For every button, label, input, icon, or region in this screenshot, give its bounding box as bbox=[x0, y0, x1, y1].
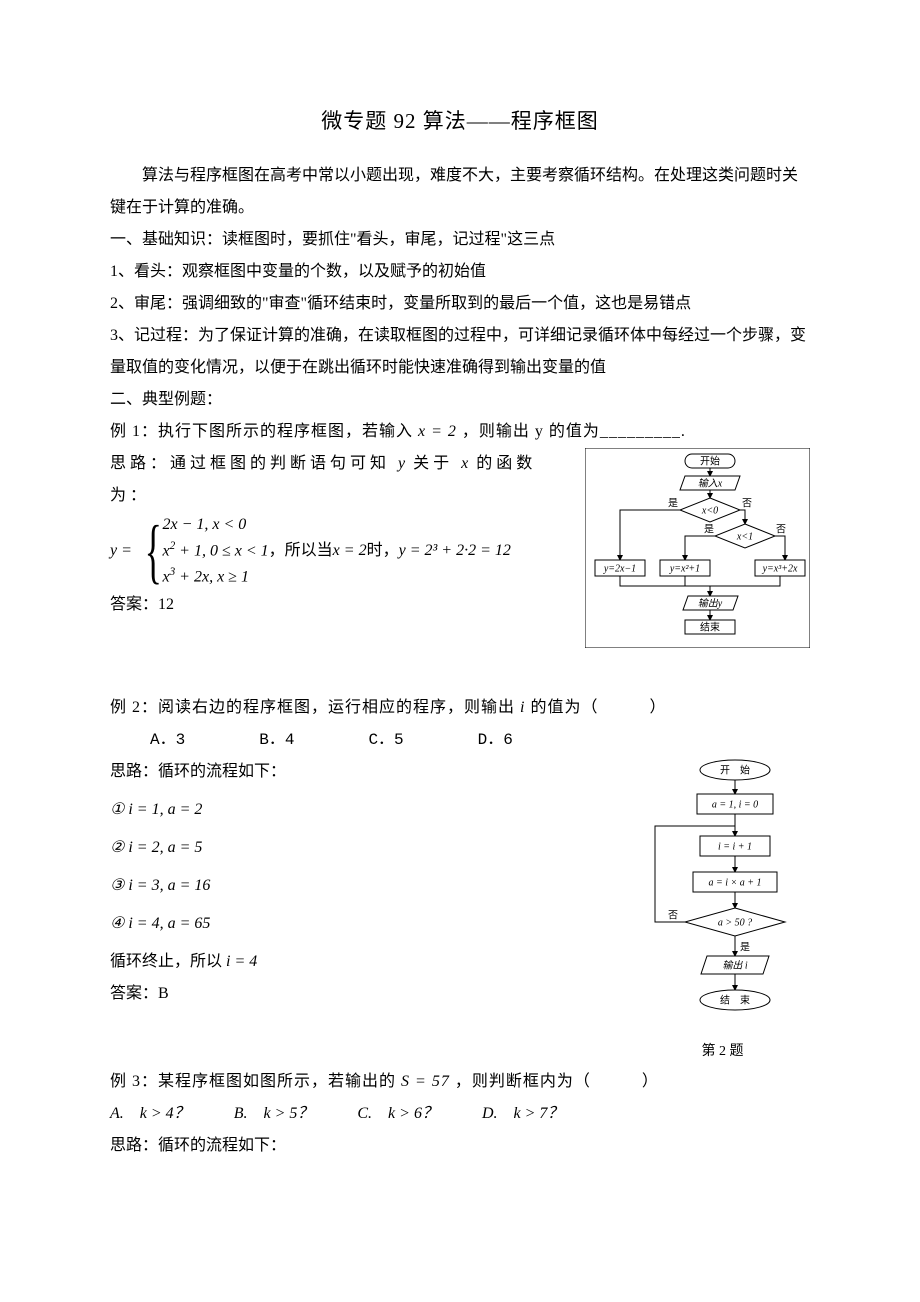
fc2-step2: a = i × a + 1 bbox=[708, 877, 761, 888]
fc1-no1: 否 bbox=[742, 497, 752, 509]
ex3-options: A. k > 4？ B. k > 5？ C. k > 6？ D. k > 7？ bbox=[110, 1098, 810, 1130]
fc2-step1: i = i + 1 bbox=[718, 841, 752, 852]
ex2-prompt-b: 的值为（ ） bbox=[525, 699, 666, 716]
ex3-s: S = 57 bbox=[401, 1073, 450, 1090]
ex3-optD: D. k > 7？ bbox=[482, 1105, 563, 1122]
page-title: 微专题 92 算法——程序框图 bbox=[110, 100, 810, 142]
fc1-b2: y=x²+1 bbox=[669, 563, 700, 574]
ex1-calc-y: y = 2³ + 2·2 = 12 bbox=[399, 535, 511, 567]
ex2-optB: B．4 bbox=[259, 724, 294, 756]
ex2-thought: 思路：循环的流程如下： bbox=[110, 756, 625, 788]
ex1-thought: 思路：通过框图的判断语句可知 y 关于 x 的函数为： bbox=[110, 448, 575, 512]
ex1-calc-a: ，所以当 bbox=[269, 535, 333, 567]
fc2-output: 输出 i bbox=[722, 959, 748, 971]
ex3-optB: B. k > 5？ bbox=[234, 1105, 314, 1122]
ex1-prompt-a: 例 1：执行下图所示的程序框图，若输入 bbox=[110, 423, 418, 440]
ex2-optC: C．5 bbox=[368, 724, 403, 756]
ex1-case1: 2x − 1, x < 0 bbox=[162, 512, 268, 538]
point-2: 2、审尾：强调细致的"审查"循环结束时，变量所取到的最后一个值，这也是易错点 bbox=[110, 288, 810, 320]
ex2-step4: ④ i = 4, a = 65 bbox=[110, 908, 625, 940]
ex1-answer: 答案：12 bbox=[110, 589, 575, 621]
ex2-end-b: i = 4 bbox=[226, 953, 257, 970]
ex2-step2: ② i = 2, a = 5 bbox=[110, 832, 625, 864]
ex2-optA: A．3 bbox=[150, 724, 185, 756]
ex3-prompt-a: 例 3：某程序框图如图所示，若输出的 bbox=[110, 1073, 401, 1090]
section1-title: 一、基础知识：读框图时，要抓住"看头，审尾，记过程"这三点 bbox=[110, 224, 810, 256]
ex2-step3: ③ i = 3, a = 16 bbox=[110, 870, 625, 902]
ex3-optC: C. k > 6？ bbox=[357, 1105, 438, 1122]
ex2-prompt-a: 例 2：阅读右边的程序框图，运行相应的程序，则输出 bbox=[110, 699, 520, 716]
fc2-end: 结 束 bbox=[720, 993, 750, 1006]
ex3-prompt-b: ，则判断框内为（ ） bbox=[450, 1073, 659, 1090]
ex1-piecewise: y = { 2x − 1, x < 0 x2 + 1, 0 ≤ x < 1 x3… bbox=[110, 512, 575, 589]
ex2-answer: 答案：B bbox=[110, 978, 625, 1010]
point-1: 1、看头：观察框图中变量的个数，以及赋予的初始值 bbox=[110, 256, 810, 288]
ex2-optD: D．6 bbox=[478, 724, 513, 756]
fc2-yes: 是 bbox=[740, 941, 750, 953]
fc2-no: 否 bbox=[668, 909, 678, 921]
fc1-output: 输出y bbox=[698, 597, 723, 609]
point-3: 3、记过程：为了保证计算的准确，在读取框图的过程中，可详细记录循环体中每经过一个… bbox=[110, 320, 810, 384]
fc1-yes2: 是 bbox=[704, 523, 714, 535]
brace-icon: { bbox=[145, 515, 162, 587]
ex1-prompt-b: ，则输出 y 的值为_________. bbox=[457, 423, 686, 440]
fc2-start: 开 始 bbox=[720, 763, 750, 776]
ex1-case3: x3 + 2x, x ≥ 1 bbox=[162, 564, 268, 590]
ex2-steps: ① i = 1, a = 2 ② i = 2, a = 5 ③ i = 3, a… bbox=[110, 794, 625, 940]
fc2-cond: a > 50 ? bbox=[718, 917, 752, 928]
fc1-no2: 否 bbox=[776, 523, 786, 535]
ex1-calc-x: x = 2 bbox=[333, 535, 367, 567]
fc1-input: 输入x bbox=[698, 477, 723, 489]
ex1-case2: x2 + 1, 0 ≤ x < 1 bbox=[162, 538, 268, 564]
flowchart-2: 开 始 a = 1, i = 0 i = i + 1 a = i × a + 1… bbox=[635, 756, 810, 1066]
fc1-start: 开始 bbox=[700, 454, 720, 467]
example-1-prompt: 例 1：执行下图所示的程序框图，若输入 x = 2 ，则输出 y 的值为____… bbox=[110, 416, 810, 448]
ex1-thought-a: 思路：通过框图的判断语句可知 bbox=[110, 455, 398, 472]
fc1-cond1: x<0 bbox=[701, 505, 718, 516]
fc1-b3: y=x³+2x bbox=[762, 563, 798, 574]
fc1-b1: y=2x−1 bbox=[603, 563, 636, 574]
ex1-calc-b: 时， bbox=[367, 535, 399, 567]
example-2-prompt: 例 2：阅读右边的程序框图，运行相应的程序，则输出 i 的值为（ ） bbox=[110, 692, 810, 724]
fc2-label: 第 2 题 bbox=[635, 1038, 810, 1066]
flowchart-1: 开始 输入x x<0 是 否 x<1 是 否 y=2x−1 bbox=[585, 448, 810, 660]
ex1-x: x = 2 bbox=[418, 423, 457, 440]
ex3-thought: 思路：循环的流程如下： bbox=[110, 1130, 810, 1162]
intro-paragraph: 算法与程序框图在高考中常以小题出现，难度不大，主要考察循环结构。在处理这类问题时… bbox=[110, 160, 810, 224]
fc2-init: a = 1, i = 0 bbox=[712, 799, 758, 810]
fc1-yes1: 是 bbox=[668, 497, 678, 509]
ex2-end-a: 循环终止，所以 bbox=[110, 953, 226, 970]
section2-title: 二、典型例题： bbox=[110, 384, 810, 416]
ex2-step1: ① i = 1, a = 2 bbox=[110, 794, 625, 826]
fc1-cond2: x<1 bbox=[736, 531, 753, 542]
ex1-thought-b: 关于 bbox=[405, 455, 461, 472]
fc1-end: 结束 bbox=[700, 620, 720, 633]
ex3-optA: A. k > 4？ bbox=[110, 1105, 190, 1122]
ex1-y-eq: y = bbox=[110, 535, 132, 567]
example-3-prompt: 例 3：某程序框图如图所示，若输出的 S = 57 ，则判断框内为（ ） bbox=[110, 1066, 810, 1098]
ex2-options: A．3 B．4 C．5 D．6 bbox=[110, 724, 810, 756]
ex2-end: 循环终止，所以 i = 4 bbox=[110, 946, 625, 978]
